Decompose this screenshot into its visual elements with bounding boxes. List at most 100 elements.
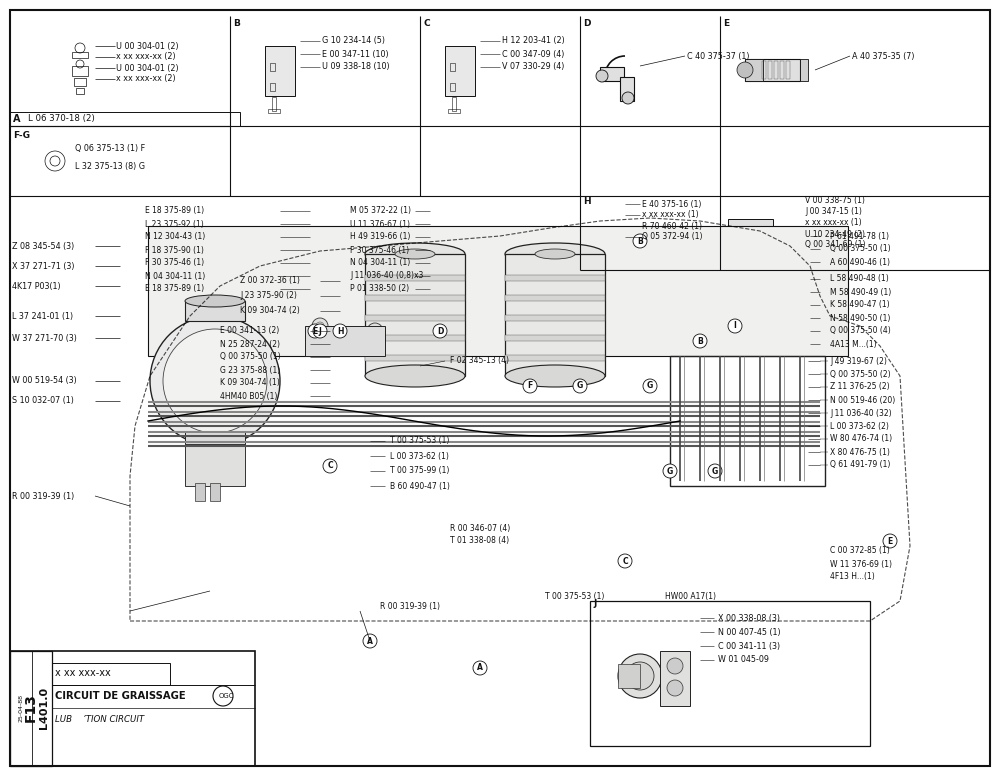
Bar [670,356,825,486]
Bar [786,61,790,79]
Text: J 23 375-90 (2): J 23 375-90 (2) [240,292,297,300]
Bar [590,601,870,746]
Bar [745,59,763,81]
Bar [365,315,465,321]
Text: D: D [437,327,443,335]
Text: OGC: OGC [219,693,234,699]
Text: Q 06 375-13 (1) F: Q 06 375-13 (1) F [75,144,145,153]
Text: HW00 A17(1): HW00 A17(1) [665,591,716,601]
Bar [10,112,240,126]
Bar [620,77,634,101]
Text: E 40 375-16 (1): E 40 375-16 (1) [642,199,701,209]
Bar [800,59,808,81]
Circle shape [618,554,632,568]
Bar [505,254,605,376]
Text: F 30 375-46 (1): F 30 375-46 (1) [350,245,409,255]
Bar [305,326,385,356]
Text: B: B [637,237,643,245]
Text: J: J [593,600,596,608]
Bar [72,52,88,58]
Text: CIRCUIT DE GRAISSAGE: CIRCUIT DE GRAISSAGE [55,691,186,701]
Text: L 23 375-92 (1): L 23 375-92 (1) [145,220,204,228]
Text: W 80 476-74 (1): W 80 476-74 (1) [830,435,892,444]
Text: J 11 036-40 (0,8)x3: J 11 036-40 (0,8)x3 [350,272,423,280]
Bar [185,301,245,321]
Text: V 00 338-75 (1): V 00 338-75 (1) [805,196,865,206]
Text: C 00 372-85 (1): C 00 372-85 (1) [830,546,890,556]
Circle shape [523,379,537,393]
Text: G 10 234-14 (5): G 10 234-14 (5) [322,36,385,46]
Text: x xx xxx-xx (2): x xx xxx-xx (2) [116,53,176,61]
Text: E: E [723,19,729,27]
Bar [768,61,772,79]
Ellipse shape [185,440,245,452]
Bar [365,335,465,341]
Bar [185,444,245,486]
Bar [74,78,86,86]
Text: x xx xxx-xx (1): x xx xxx-xx (1) [642,210,699,220]
Bar [773,228,793,246]
Text: R 00 319-39 (1): R 00 319-39 (1) [380,601,440,611]
Text: G: G [712,466,718,476]
Bar [72,66,88,76]
Circle shape [737,62,753,78]
Bar [505,275,605,281]
Bar [10,651,255,766]
Circle shape [708,464,722,478]
Text: E 00 347-11 (10): E 00 347-11 (10) [322,50,389,58]
Text: F 30 375-46 (1): F 30 375-46 (1) [145,258,204,268]
Bar [365,295,465,301]
Circle shape [473,661,487,675]
Circle shape [150,316,280,446]
Circle shape [667,680,683,696]
Text: B 60 490-47 (1): B 60 490-47 (1) [390,481,450,490]
Text: B: B [233,19,240,27]
Bar [365,254,465,376]
Bar [452,97,456,111]
Text: E 18 375-89 (1): E 18 375-89 (1) [145,206,204,216]
Bar [774,61,778,79]
Text: N 00 407-45 (1): N 00 407-45 (1) [718,628,781,636]
Bar [270,83,275,91]
Circle shape [693,334,707,348]
Bar [450,63,455,71]
Text: M 05 372-22 (1): M 05 372-22 (1) [350,206,411,216]
Text: Q 05 372-94 (1): Q 05 372-94 (1) [642,233,702,241]
Text: Z 08 345-54 (3): Z 08 345-54 (3) [12,241,74,251]
Text: 4A13 M...(1): 4A13 M...(1) [830,340,877,348]
Ellipse shape [365,365,465,387]
Bar [448,109,460,113]
Bar [660,651,690,706]
Text: U 00 304-01 (2): U 00 304-01 (2) [116,41,179,50]
Bar [445,46,475,96]
Circle shape [312,318,328,334]
Text: F 18 375-90 (1): F 18 375-90 (1) [145,245,204,255]
Ellipse shape [505,243,605,265]
Text: H 49 319-66 (1): H 49 319-66 (1) [350,233,410,241]
Text: E 18 375-89 (1): E 18 375-89 (1) [145,285,204,293]
Text: U 09 338-18 (10): U 09 338-18 (10) [322,63,390,71]
Text: Q 00 375-50 (4): Q 00 375-50 (4) [830,327,891,335]
Circle shape [363,634,377,648]
Text: M 58 490-49 (1): M 58 490-49 (1) [830,287,891,296]
Circle shape [573,379,587,393]
Bar [450,83,455,91]
Text: K 09 304-74 (1): K 09 304-74 (1) [220,379,280,387]
Text: L 06 370-18 (2): L 06 370-18 (2) [28,115,95,123]
Text: A: A [367,636,373,646]
Bar [272,97,276,111]
Circle shape [728,319,742,333]
Bar [365,355,465,361]
Text: P 01 338-50 (2): P 01 338-50 (2) [350,285,409,293]
Text: W 11 376-69 (1): W 11 376-69 (1) [830,559,892,569]
Ellipse shape [505,365,605,387]
Text: 4K17 P03(1): 4K17 P03(1) [12,282,61,290]
Bar [618,664,640,688]
Bar [780,61,784,79]
Text: Q 00 341-69 (1): Q 00 341-69 (1) [805,241,866,250]
Ellipse shape [395,249,435,259]
Text: L 37 241-01 (1): L 37 241-01 (1) [12,311,73,320]
Bar [505,315,605,321]
Text: U 11 376-67 (1): U 11 376-67 (1) [350,220,410,228]
Bar [10,651,32,766]
